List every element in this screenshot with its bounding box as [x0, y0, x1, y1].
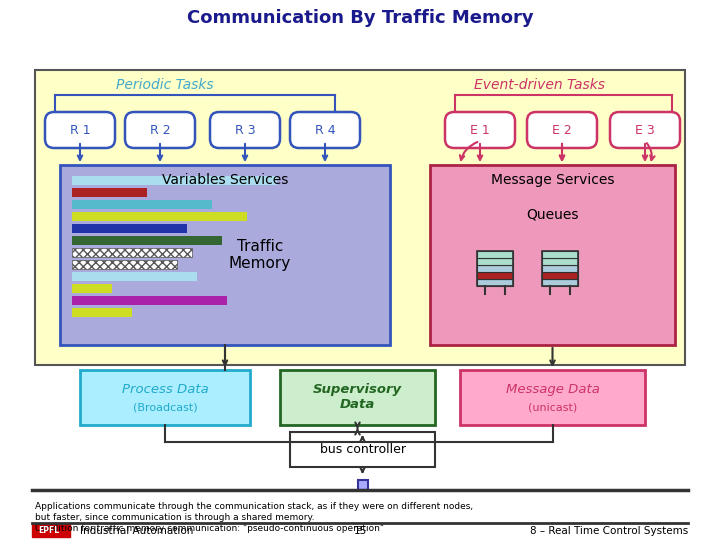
Bar	[80, 370, 250, 425]
Text: Applications communicate through the communication stack, as if they were on dif: Applications communicate through the com…	[35, 502, 473, 511]
Bar	[72, 272, 197, 281]
Bar	[477, 265, 513, 272]
Bar	[72, 176, 277, 185]
Bar	[60, 165, 390, 345]
Bar	[477, 272, 513, 279]
FancyBboxPatch shape	[527, 112, 597, 148]
Text: R 4: R 4	[315, 124, 336, 137]
Bar	[72, 308, 132, 317]
Text: Variables Services: Variables Services	[162, 173, 288, 187]
Text: Communication By Traffic Memory: Communication By Traffic Memory	[186, 9, 534, 27]
Bar	[542, 251, 578, 258]
Bar	[460, 370, 645, 425]
Bar	[477, 258, 513, 265]
Bar	[280, 370, 435, 425]
Bar	[72, 296, 227, 305]
Bar	[542, 265, 578, 272]
Text: Queues: Queues	[526, 208, 579, 222]
Text: 15: 15	[354, 525, 366, 536]
Bar	[32, 524, 70, 537]
Text: 8 – Real Time Control Systems: 8 – Real Time Control Systems	[530, 525, 688, 536]
Text: Periodic Tasks: Periodic Tasks	[116, 78, 214, 92]
Text: R 3: R 3	[235, 124, 256, 137]
Text: bus controller: bus controller	[320, 443, 405, 456]
Text: E 3: E 3	[635, 124, 655, 137]
Bar	[477, 251, 513, 258]
Bar	[542, 251, 578, 286]
Bar	[358, 480, 367, 490]
Text: (unicast): (unicast)	[528, 402, 577, 413]
Bar	[72, 224, 187, 233]
Bar	[542, 272, 578, 279]
Text: R 2: R 2	[150, 124, 171, 137]
Bar	[72, 236, 222, 245]
FancyBboxPatch shape	[125, 112, 195, 148]
FancyBboxPatch shape	[610, 112, 680, 148]
Text: E 2: E 2	[552, 124, 572, 137]
FancyBboxPatch shape	[210, 112, 280, 148]
Bar	[72, 188, 147, 197]
Bar	[72, 212, 247, 221]
Text: EPFL: EPFL	[38, 526, 59, 535]
Text: Traffic
Memory: Traffic Memory	[229, 239, 291, 271]
Bar	[72, 248, 192, 257]
Bar	[35, 70, 685, 365]
Text: (Broadcast): (Broadcast)	[132, 402, 197, 413]
FancyBboxPatch shape	[45, 112, 115, 148]
Text: Condition for traffic memory communication: "pseudo-continuous operation": Condition for traffic memory communicati…	[35, 524, 384, 533]
Text: Supervisory
Data: Supervisory Data	[313, 383, 402, 411]
Bar	[430, 165, 675, 345]
Bar	[477, 251, 513, 286]
Text: Message Data: Message Data	[505, 383, 600, 396]
Text: but faster, since communication is through a shared memory.: but faster, since communication is throu…	[35, 513, 315, 522]
Bar	[542, 279, 578, 286]
Bar	[290, 432, 435, 467]
Bar	[72, 284, 112, 293]
FancyBboxPatch shape	[445, 112, 515, 148]
Bar	[72, 200, 212, 209]
Bar	[542, 258, 578, 265]
Bar	[72, 260, 177, 269]
Text: R 1: R 1	[70, 124, 90, 137]
Text: Industrial Automation: Industrial Automation	[80, 525, 194, 536]
Text: E 1: E 1	[470, 124, 490, 137]
Text: Message Services: Message Services	[491, 173, 614, 187]
Text: Process Data: Process Data	[122, 383, 208, 396]
Bar	[477, 279, 513, 286]
FancyBboxPatch shape	[290, 112, 360, 148]
Text: Event-driven Tasks: Event-driven Tasks	[474, 78, 606, 92]
